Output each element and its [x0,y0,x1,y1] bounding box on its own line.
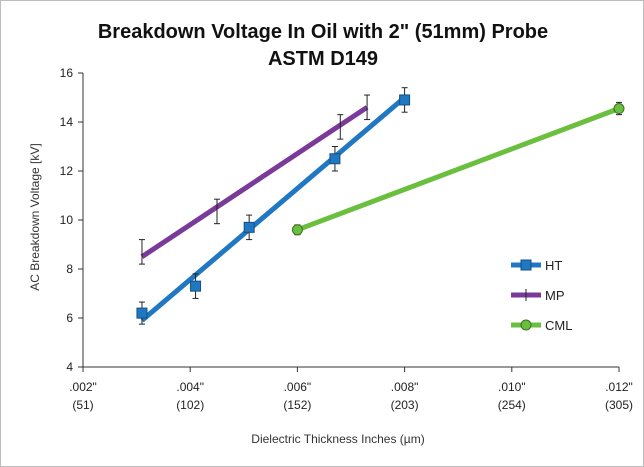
data-point-ht [136,307,148,319]
y-tick-label: 4 [66,360,73,374]
chart-subtitle: ASTM D149 [268,48,378,70]
x-tick-label: .002" [69,380,97,394]
y-tick-label: 14 [60,115,74,129]
x-tick-label: .008" [391,380,419,394]
data-point-cml [613,103,625,115]
y-tick-label: 8 [66,262,73,276]
x-tick-sublabel: (254) [498,398,526,412]
y-tick-label: 6 [66,311,73,325]
series-line-cml [296,106,620,233]
legend-marker-square [520,259,532,271]
series-layer [136,87,625,325]
x-tick-label: .006" [284,380,312,394]
legend-marker-circle [520,319,532,331]
legend: HT MP CML [511,258,572,333]
x-tick-label: .010" [498,380,526,394]
series-cml [291,101,625,236]
tick-labels: 4 6 8 10 12 14 16 .002" (51) .004" (102) .006" (152)… [60,66,633,412]
legend-label: CML [545,318,572,333]
data-point-ht [190,280,202,292]
x-tick-sublabel: (305) [605,398,633,412]
legend-item-cml: CML [511,318,572,333]
y-tick-label: 12 [60,164,74,178]
y-tick-label: 16 [60,66,74,80]
x-tick-label: .004" [176,380,204,394]
data-point-ht [243,221,255,233]
legend-label: MP [545,288,565,303]
chart-title: Breakdown Voltage In Oil with 2" (51mm) … [98,21,548,43]
x-axis-label: Dielectric Thickness Inches (µm) [251,432,424,446]
series-mp [138,94,371,265]
y-axis-label: AC Breakdown Voltage [kV] [28,143,42,290]
series-ht [136,87,411,325]
x-tick-sublabel: (203) [391,398,419,412]
x-tick-sublabel: (102) [176,398,204,412]
data-point-cml [291,224,303,236]
y-tick-label: 10 [60,213,74,227]
x-tick-label: .012" [605,380,633,394]
data-point-ht [329,153,341,165]
series-line-ht [140,95,407,323]
x-tick-sublabel: (51) [72,398,93,412]
data-point-ht [399,94,411,106]
x-tick-sublabel: (152) [283,398,311,412]
legend-item-mp: MP [511,288,565,303]
series-line-mp [140,105,369,259]
legend-label: HT [545,258,562,273]
legend-item-ht: HT [511,258,562,273]
